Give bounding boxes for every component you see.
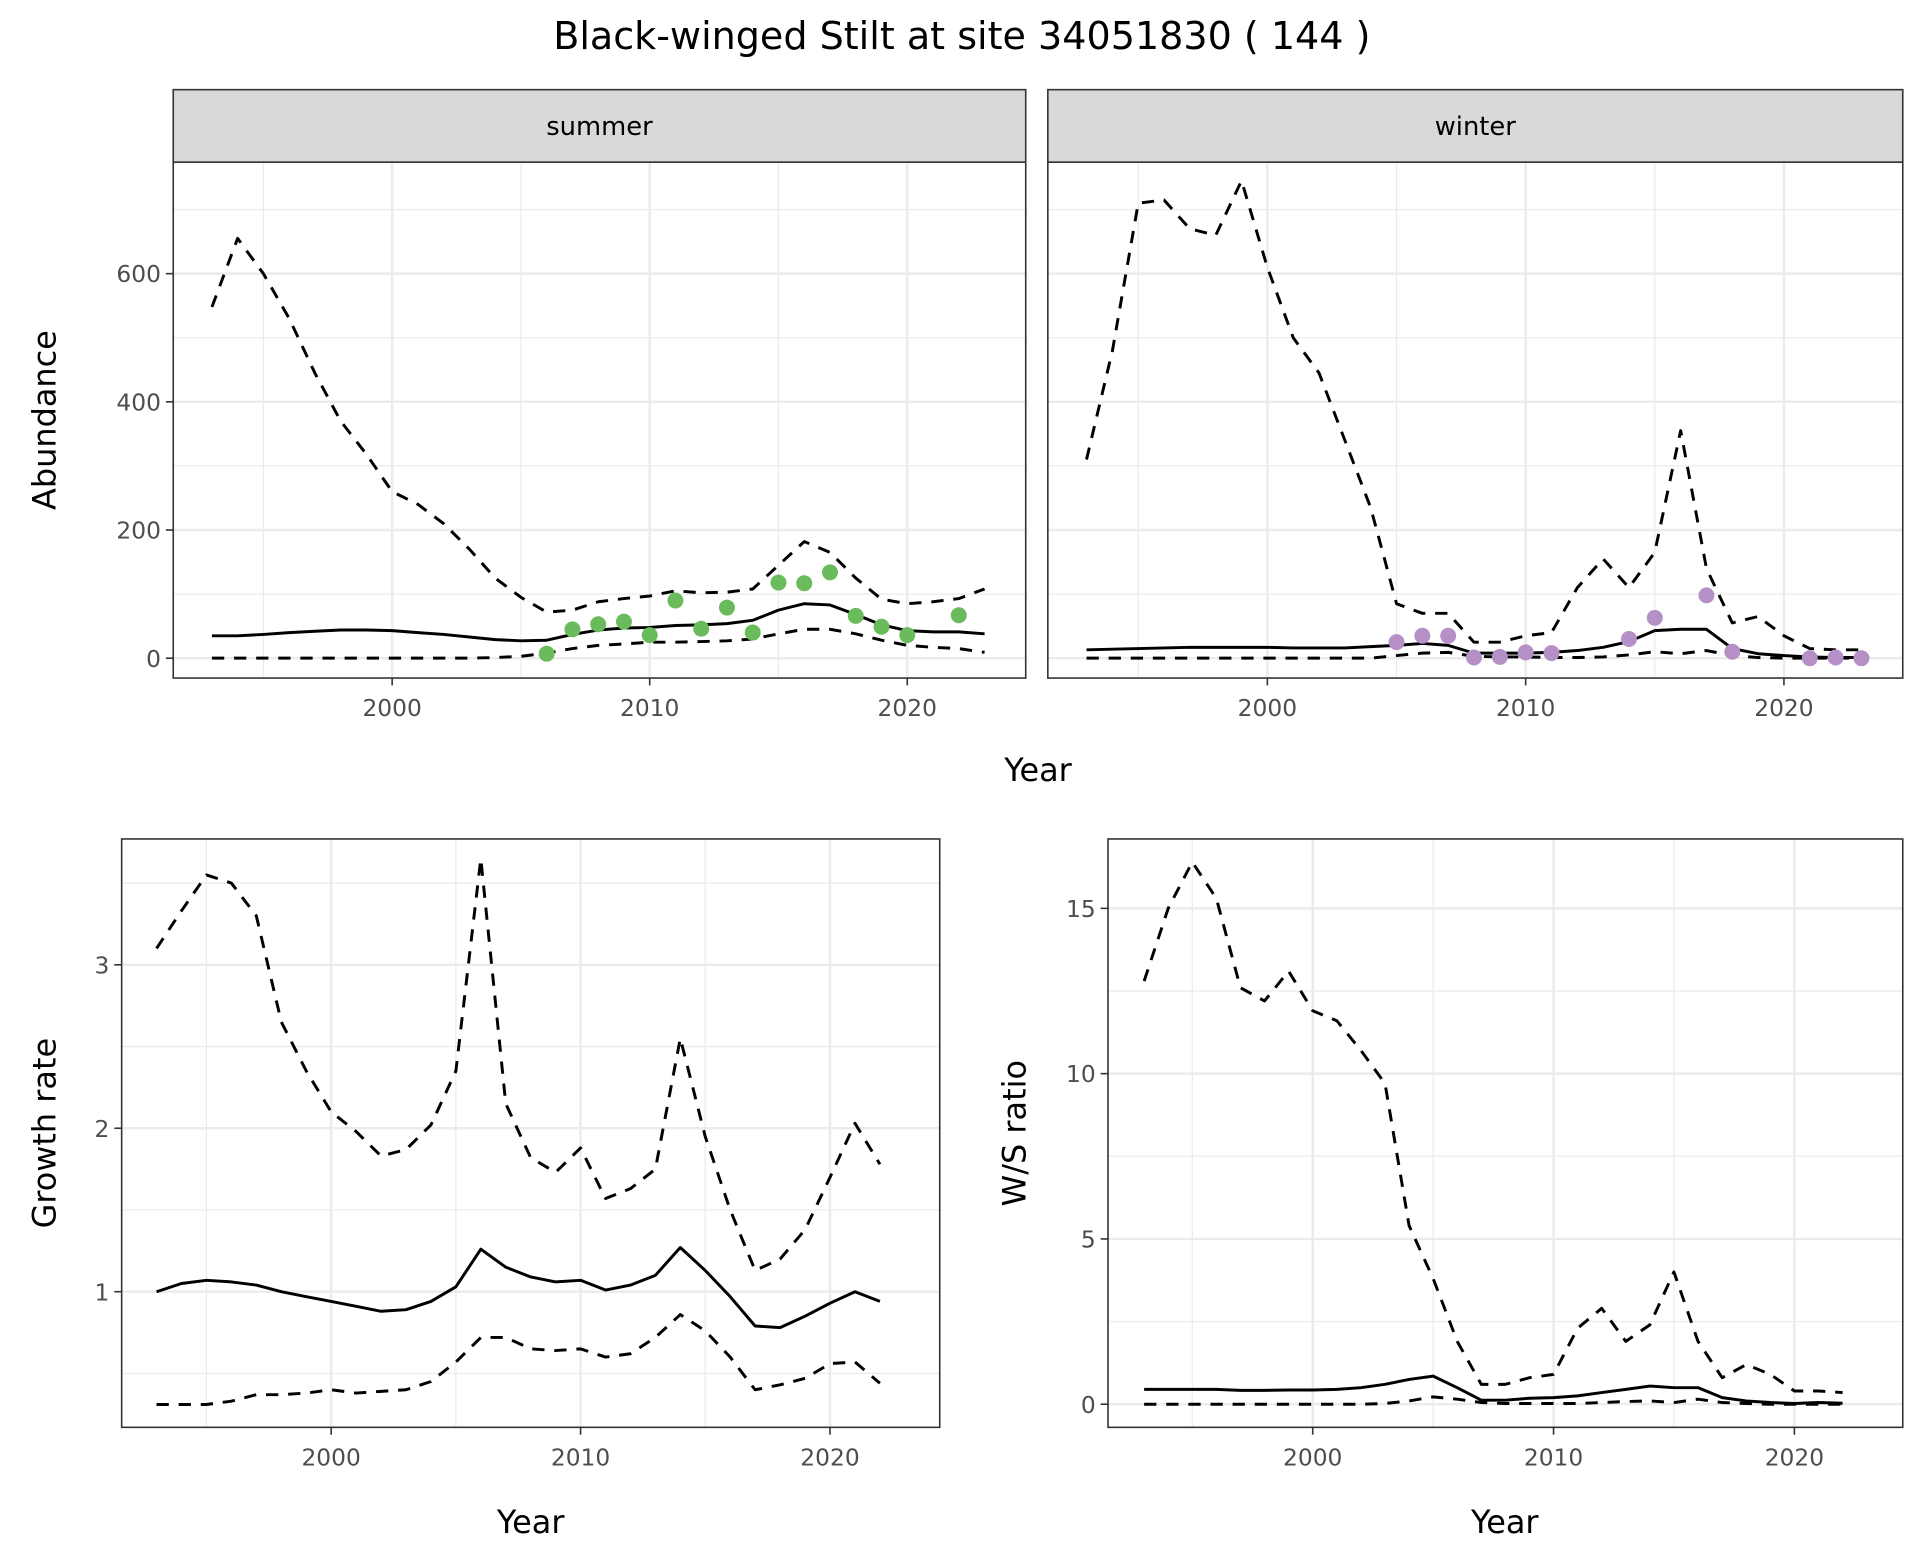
upper-bound-line: [1085, 179, 1862, 652]
data-point: [615, 613, 632, 630]
data-point: [950, 607, 967, 624]
y-tick-label: 0: [1081, 1391, 1096, 1419]
data-point: [718, 599, 735, 616]
x-tick-label: 2000: [362, 694, 421, 722]
lower-bound-line: [156, 1313, 881, 1406]
panel-background: [1047, 162, 1903, 679]
facet-strip: [1047, 88, 1904, 163]
data-point: [590, 616, 607, 633]
data-point: [564, 621, 581, 638]
lower-bound-line: [1144, 1395, 1843, 1406]
x-axis-title: Year: [1470, 1503, 1539, 1541]
data-point: [693, 620, 710, 637]
x-tick-label: 2020: [878, 694, 937, 722]
data-point: [1491, 648, 1508, 665]
y-tick-label: 3: [95, 951, 110, 979]
y-tick-label: 5: [1081, 1226, 1096, 1254]
y-tick-label: 1: [95, 1278, 110, 1306]
x-tick-label: 2010: [620, 694, 679, 722]
data-point: [1646, 609, 1663, 626]
x-tick-label: 2000: [1283, 1443, 1342, 1471]
data-point: [1724, 643, 1741, 660]
facet-strip-label: winter: [1435, 112, 1517, 142]
panel-growth-rate: 2000 2010 2020 1 2 3 Growth rate Year: [25, 838, 941, 1541]
x-tick-label: 2000: [301, 1443, 360, 1471]
upper-bound-line: [155, 857, 882, 1272]
data-point: [1620, 630, 1637, 647]
y-axis-title: W/S ratio: [996, 1060, 1034, 1206]
y-axis-title: Growth rate: [25, 1038, 63, 1229]
x-tick-label: 2010: [551, 1443, 610, 1471]
data-point: [1466, 649, 1482, 666]
data-point: [1388, 634, 1405, 651]
upper-bound-line: [210, 236, 986, 614]
x-tick-label: 2010: [1496, 694, 1555, 722]
x-tick-label: 2020: [1765, 1443, 1824, 1471]
data-point: [538, 645, 555, 662]
data-point: [1853, 650, 1870, 667]
data-point: [1414, 627, 1431, 644]
data-point: [1543, 645, 1560, 662]
panel-background: [173, 162, 1026, 679]
panel-background: [121, 838, 940, 1428]
x-axis-title: Year: [496, 1503, 565, 1541]
x-tick-label: 2000: [1238, 694, 1297, 722]
panel-summer: summer 2000 2010 2020 0 200 400 600 Abundance: [25, 88, 1027, 722]
y-tick-label: 200: [116, 517, 161, 545]
data-point: [667, 592, 684, 609]
panel-w-s-ratio: 2000 2010 2020 0 5 10 15 W/S ratio Year: [996, 838, 1904, 1541]
panel-border: [1107, 838, 1904, 1429]
data-point: [1827, 649, 1844, 666]
mean-line: [1144, 1374, 1843, 1405]
x-tick-label: 2020: [800, 1443, 859, 1471]
y-tick-label: 10: [1066, 1060, 1096, 1088]
data-point: [873, 618, 890, 635]
panel-winter: winter 2000 2010 2020: [1047, 88, 1904, 722]
data-point: [641, 627, 658, 644]
y-tick-label: 2: [95, 1115, 110, 1143]
facet-strip: [172, 88, 1027, 163]
panel-border: [120, 838, 941, 1429]
x-tick-label: 2020: [1754, 694, 1813, 722]
y-tick-label: 600: [116, 260, 161, 288]
lower-bound-line: [211, 627, 985, 660]
mean-line: [156, 1246, 881, 1330]
data-point: [744, 624, 761, 641]
data-point: [821, 564, 838, 581]
data-point: [796, 575, 813, 592]
data-point: [1440, 627, 1457, 644]
y-tick-label: 15: [1066, 895, 1096, 923]
data-point: [770, 574, 787, 591]
data-point: [1801, 650, 1818, 667]
data-point: [1698, 587, 1715, 604]
data-point: [899, 627, 916, 644]
y-axis-title: Abundance: [25, 330, 63, 510]
x-tick-label: 2010: [1524, 1443, 1583, 1471]
panel-background: [1108, 838, 1903, 1428]
upper-bound-line: [1142, 860, 1843, 1395]
y-tick-label: 400: [116, 388, 161, 416]
facet-strip-label: summer: [546, 112, 653, 142]
data-point: [847, 607, 864, 624]
x-axis-title-top: Year: [1003, 751, 1072, 789]
y-tick-label: 0: [146, 645, 161, 673]
data-point: [1517, 644, 1534, 661]
figure-title: Black-winged Stilt at site 34051830 ( 14…: [553, 14, 1370, 58]
